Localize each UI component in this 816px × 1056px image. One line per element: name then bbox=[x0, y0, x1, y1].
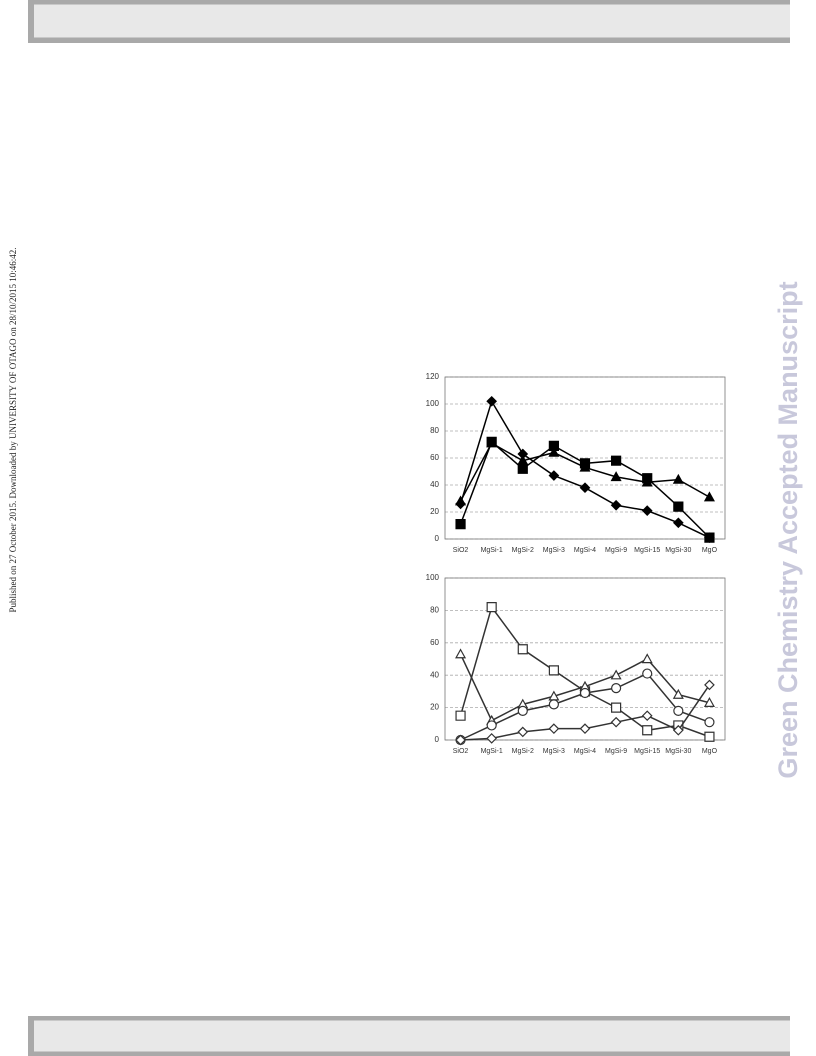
x-tick-label: MgSi-15 bbox=[634, 748, 660, 755]
data-marker bbox=[611, 455, 622, 466]
y-tick-label: 100 bbox=[426, 573, 440, 582]
data-marker bbox=[548, 723, 560, 735]
data-marker bbox=[641, 476, 653, 487]
header-bar bbox=[28, 0, 790, 43]
data-marker bbox=[672, 724, 684, 736]
x-tick-label: MgSi-30 bbox=[665, 748, 691, 755]
y-tick-label: 40 bbox=[430, 480, 439, 489]
footer-bar bbox=[28, 1016, 790, 1056]
data-marker bbox=[486, 733, 498, 744]
x-tick-label: MgSi-3 bbox=[543, 547, 565, 554]
data-marker bbox=[455, 519, 466, 530]
header-band bbox=[34, 4, 790, 38]
data-marker bbox=[486, 720, 497, 731]
x-tick-label: MgO bbox=[702, 748, 718, 755]
data-marker bbox=[611, 683, 622, 694]
data-marker bbox=[704, 679, 715, 691]
data-marker bbox=[610, 669, 622, 680]
data-marker bbox=[672, 473, 684, 484]
y-tick-label: 0 bbox=[435, 534, 440, 543]
y-tick-label: 20 bbox=[430, 703, 439, 712]
x-tick-label: MgSi-1 bbox=[481, 748, 503, 755]
plot-frame bbox=[444, 376, 726, 540]
x-tick-label: MgSi-2 bbox=[512, 547, 534, 554]
data-marker bbox=[455, 648, 467, 659]
x-tick-label: SiO2 bbox=[453, 547, 469, 554]
data-marker bbox=[548, 699, 559, 710]
data-marker bbox=[548, 446, 560, 457]
watermark: Green Chemistry Accepted Manuscript bbox=[773, 281, 803, 778]
y-tick-label: 60 bbox=[430, 453, 439, 462]
data-marker bbox=[610, 499, 622, 511]
x-tick-label: MgSi-4 bbox=[574, 748, 596, 755]
y-tick-label: 120 bbox=[426, 372, 440, 381]
data-marker bbox=[517, 705, 528, 716]
data-marker bbox=[642, 668, 653, 679]
x-tick-label: MgSi-4 bbox=[574, 547, 596, 554]
data-marker bbox=[517, 644, 528, 655]
x-tick-label: MgSi-1 bbox=[481, 547, 503, 554]
x-tick-label: MgSi-9 bbox=[605, 748, 627, 755]
data-marker bbox=[641, 505, 653, 516]
data-marker bbox=[579, 482, 591, 494]
data-marker bbox=[548, 665, 559, 676]
y-tick-label: 80 bbox=[430, 606, 439, 615]
data-marker bbox=[641, 653, 653, 664]
data-marker bbox=[641, 710, 653, 722]
data-marker bbox=[672, 688, 684, 699]
data-marker bbox=[673, 501, 684, 512]
data-marker bbox=[704, 717, 715, 728]
data-marker bbox=[579, 723, 591, 735]
data-marker bbox=[579, 461, 591, 472]
data-marker bbox=[455, 710, 466, 721]
x-tick-label: MgSi-15 bbox=[634, 547, 660, 554]
y-tick-label: 20 bbox=[430, 507, 439, 516]
footer-band bbox=[34, 1020, 790, 1052]
data-marker bbox=[517, 726, 529, 738]
x-tick-label: MgSi-3 bbox=[543, 748, 565, 755]
data-marker bbox=[455, 495, 467, 506]
y-tick-label: 40 bbox=[430, 670, 439, 679]
x-tick-label: MgSi-9 bbox=[605, 547, 627, 554]
x-tick-label: MgSi-30 bbox=[665, 547, 691, 554]
plot-frame bbox=[444, 577, 726, 741]
data-marker bbox=[548, 440, 559, 451]
data-marker bbox=[610, 716, 622, 728]
y-tick-label: 80 bbox=[430, 426, 439, 435]
data-marker bbox=[486, 395, 498, 407]
data-marker bbox=[517, 463, 528, 474]
y-tick-label: 60 bbox=[430, 638, 439, 647]
data-marker bbox=[642, 725, 653, 736]
y-tick-label: 100 bbox=[426, 399, 440, 408]
data-marker bbox=[703, 491, 715, 502]
x-tick-label: SiO2 bbox=[453, 748, 469, 755]
data-marker bbox=[673, 705, 684, 716]
data-marker bbox=[486, 437, 498, 448]
data-marker bbox=[455, 734, 466, 746]
data-marker bbox=[579, 687, 591, 699]
side-note: Published on 27 October 2015. Downloaded… bbox=[8, 248, 18, 613]
x-tick-label: MgSi-2 bbox=[512, 748, 534, 755]
y-tick-label: 0 bbox=[435, 735, 440, 744]
data-marker bbox=[704, 532, 715, 543]
data-marker bbox=[517, 454, 529, 465]
data-marker bbox=[704, 731, 715, 742]
x-tick-label: MgO bbox=[702, 547, 718, 554]
data-marker bbox=[610, 471, 622, 482]
data-marker bbox=[703, 697, 715, 707]
data-marker bbox=[486, 602, 497, 613]
data-marker bbox=[611, 702, 622, 713]
data-marker bbox=[672, 517, 684, 529]
data-marker bbox=[548, 470, 560, 481]
